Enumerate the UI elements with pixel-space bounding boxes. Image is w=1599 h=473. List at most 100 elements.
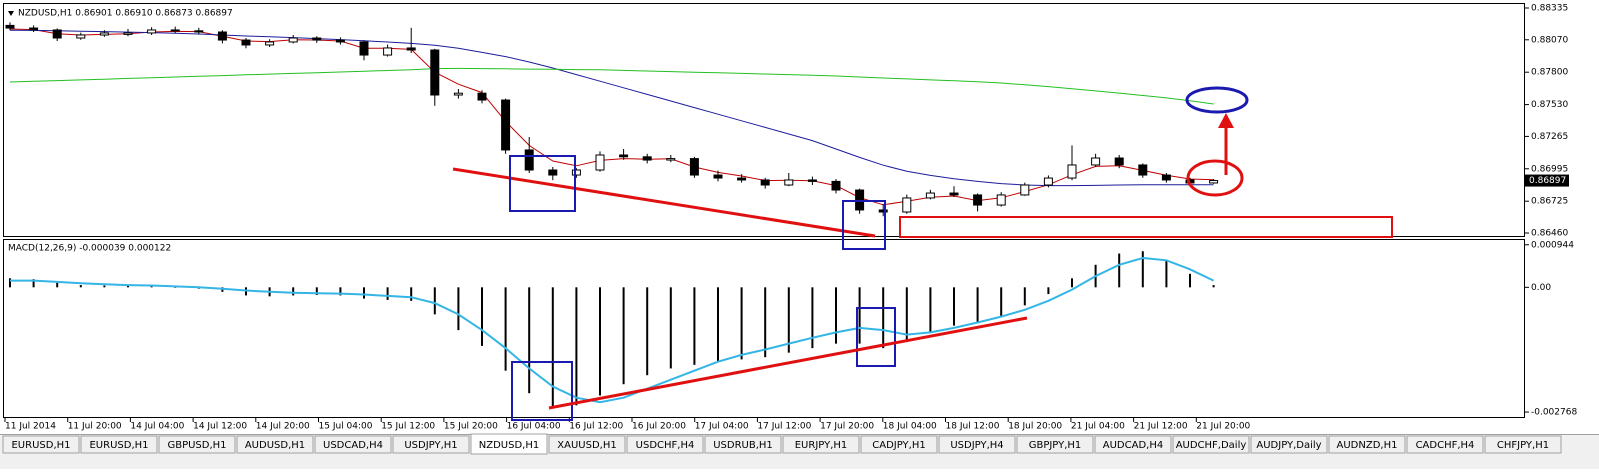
tab-label: USDCHF,H4: [636, 440, 695, 451]
macd-header: MACD(12,26,9) -0.000039 0.000122: [8, 244, 171, 254]
y-tick-label: 0.87265: [1531, 132, 1568, 142]
candle-body: [878, 209, 888, 213]
tab[interactable]: CHFJPY,H1: [1484, 435, 1562, 454]
y-tick-label: 0.000944: [1531, 240, 1574, 250]
tab-shape: [548, 435, 626, 454]
macd-bar: [32, 279, 35, 288]
tab-shape: [1484, 435, 1562, 454]
tab-label: USDJPY,H4: [950, 440, 1003, 451]
candle-body: [713, 174, 723, 179]
tab[interactable]: USDRUB,H1: [704, 435, 782, 454]
tab[interactable]: AUDCHF,Daily: [1172, 435, 1250, 454]
candle-body: [406, 47, 416, 51]
x-tick-label: 16 Jul 12:00: [569, 422, 623, 432]
tab[interactable]: EURUSD,H1: [80, 435, 158, 454]
tab[interactable]: NZDUSD,H1: [470, 433, 548, 455]
macd-bar: [1047, 287, 1050, 295]
macd-bar: [292, 287, 295, 296]
x-tick-label: 21 Jul 20:00: [1196, 422, 1250, 432]
x-tick-label: 21 Jul 12:00: [1134, 422, 1188, 432]
price-tag-label: 0.86897: [1529, 176, 1566, 186]
tab[interactable]: GBPUSD,H1: [158, 435, 236, 454]
y-tick-label: 0.86725: [1531, 197, 1568, 207]
tab-label: EURUSD,H1: [89, 440, 148, 451]
tab-shape: [2, 435, 80, 454]
tab[interactable]: EURUSD,H1: [2, 435, 80, 454]
candle-body: [807, 179, 817, 182]
y-tick-label: 0.00: [1531, 283, 1551, 293]
candle-body: [29, 27, 39, 31]
tab[interactable]: USDJPY,H4: [938, 435, 1016, 454]
candle-body: [99, 32, 109, 36]
candle-body: [784, 179, 794, 186]
macd-bar: [79, 285, 82, 288]
x-tick-label: 11 Jul 20:00: [68, 422, 122, 432]
candle-body: [1161, 174, 1171, 181]
macd-bar: [929, 287, 932, 333]
candle-body: [666, 158, 676, 161]
x-tick-label: 16 Jul 20:00: [632, 422, 686, 432]
tab-shape: [1016, 435, 1094, 454]
macd-bar: [622, 287, 625, 385]
candle-body: [123, 32, 133, 35]
macd-bar: [551, 287, 554, 407]
candle-body: [925, 192, 935, 199]
tab-label: USDRUB,H1: [713, 440, 773, 451]
tab[interactable]: AUDNZD,H1: [1328, 435, 1406, 454]
tab[interactable]: EURJPY,H1: [782, 435, 860, 454]
candle-body: [194, 30, 204, 33]
candle-body: [949, 192, 959, 196]
tab[interactable]: AUDCAD,H4: [1094, 435, 1172, 454]
tab[interactable]: USDJPY,H1: [392, 435, 470, 454]
x-tick-label: 18 Jul 20:00: [1008, 422, 1062, 432]
y-tick-label: 0.86995: [1531, 164, 1568, 174]
tab-label: EURJPY,H1: [795, 440, 848, 451]
candle-body: [147, 29, 157, 34]
tab-shape: [626, 435, 704, 454]
tab[interactable]: USDCHF,H4: [626, 435, 704, 454]
tab[interactable]: GBPJPY,H1: [1016, 435, 1094, 454]
y-tick-label: 0.87530: [1531, 100, 1568, 110]
tab-label: USDJPY,H1: [404, 440, 457, 451]
tab-label: GBPUSD,H1: [167, 440, 226, 451]
tab-label: EURUSD,H1: [11, 440, 70, 451]
tab-shape: [938, 435, 1016, 454]
candle-body: [430, 49, 440, 96]
candle-body: [1043, 177, 1053, 186]
tab-label: USDCAD,H4: [323, 440, 383, 451]
tab-label: AUDCAD,H4: [1103, 440, 1163, 451]
tab-label: GBPJPY,H1: [1029, 440, 1082, 451]
x-tick-label: 18 Jul 12:00: [946, 422, 1000, 432]
candle-body: [383, 47, 393, 56]
candle-body: [996, 194, 1006, 206]
macd-panel: [3, 239, 1525, 418]
tab[interactable]: CADJPY,H1: [860, 435, 938, 454]
tab-shape: [1406, 435, 1484, 454]
tab-label: AUDNZD,H1: [1337, 440, 1398, 451]
tab[interactable]: CADCHF,H4: [1406, 435, 1484, 454]
tab[interactable]: AUDUSD,H1: [236, 435, 314, 454]
macd-bar: [764, 287, 767, 358]
candle-body: [689, 158, 699, 176]
tab[interactable]: USDCAD,H4: [314, 435, 392, 454]
y-tick-label: -0.002768: [1531, 408, 1577, 418]
macd-bar: [905, 287, 908, 342]
macd-bar: [481, 287, 483, 346]
tab[interactable]: XAUUSD,H1: [548, 435, 626, 454]
macd-bar: [953, 287, 955, 326]
x-tick-label: 18 Jul 04:00: [883, 422, 937, 432]
macd-bar: [1212, 285, 1215, 288]
tab-shape: [314, 435, 392, 454]
macd-bar: [457, 287, 460, 331]
highlight-ellipse: [1186, 159, 1244, 197]
y-tick-label: 0.88070: [1531, 35, 1568, 45]
annotations: [452, 86, 1393, 421]
tab[interactable]: AUDJPY,Daily: [1250, 435, 1328, 454]
macd-bar: [811, 287, 814, 349]
tab-shape: [470, 433, 548, 455]
tab-label: AUDUSD,H1: [245, 440, 305, 451]
candle-body: [1067, 164, 1077, 179]
x-tick-label: 21 Jul 04:00: [1071, 422, 1125, 432]
